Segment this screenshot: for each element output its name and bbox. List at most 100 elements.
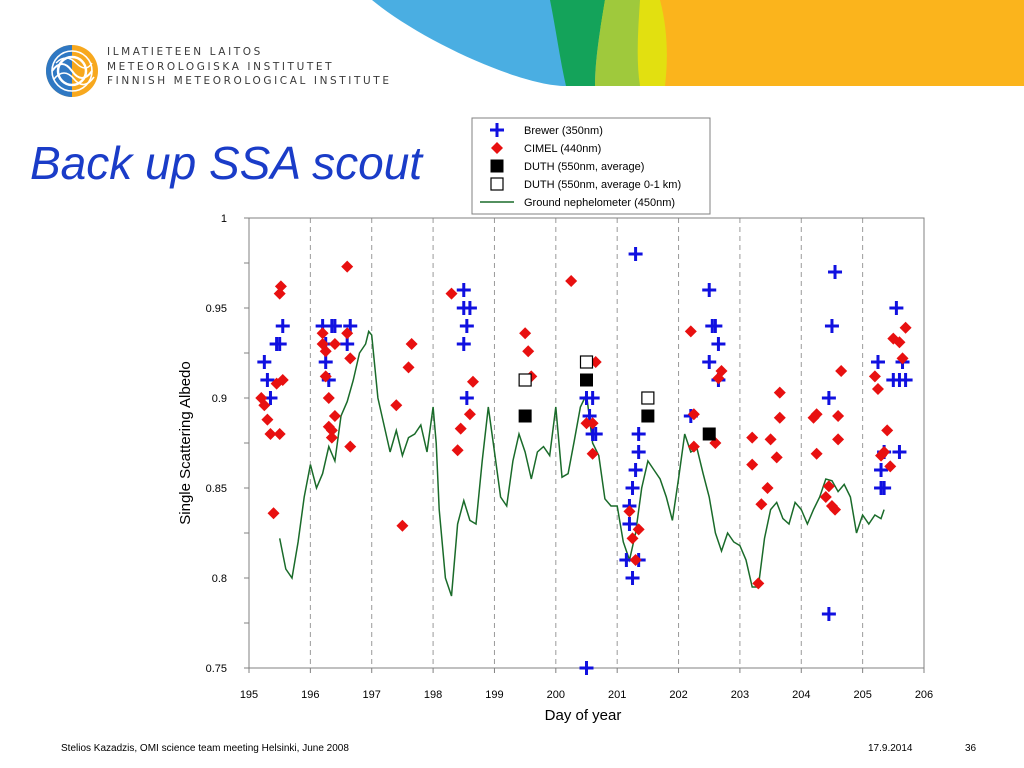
cimel-diamond-point bbox=[445, 287, 458, 300]
cimel-diamond-point bbox=[390, 399, 403, 412]
cimel-diamond-point bbox=[341, 260, 354, 273]
x-tick-label: 202 bbox=[669, 689, 687, 701]
legend-label: DUTH (550nm, average 0-1 km) bbox=[524, 179, 681, 191]
cimel-diamond-point bbox=[687, 408, 700, 421]
brewer-plus-point bbox=[892, 445, 907, 459]
cimel-diamond-point bbox=[810, 447, 823, 460]
institute-logo-icon bbox=[46, 45, 98, 97]
y-tick-label: 0.85 bbox=[206, 483, 227, 495]
cimel-diamond-point bbox=[451, 444, 464, 457]
cimel-diamond-point bbox=[896, 352, 909, 365]
cimel-diamond-point bbox=[819, 491, 832, 503]
cimel-diamond-point bbox=[761, 482, 774, 494]
legend-label: DUTH (550nm, average) bbox=[524, 161, 644, 173]
cimel-diamond-point bbox=[325, 424, 338, 437]
brewer-plus-point bbox=[579, 661, 594, 675]
legend-symbol bbox=[491, 142, 503, 154]
brewer-plus-point bbox=[625, 571, 640, 585]
cimel-diamond-point bbox=[835, 365, 848, 377]
duth-square-point bbox=[702, 427, 716, 441]
duth-open-square-point bbox=[641, 391, 655, 405]
legend-label: CIMEL (440nm) bbox=[524, 143, 601, 155]
marker-layer bbox=[255, 247, 913, 675]
footer-credit: Stelios Kazadzis, OMI science team meeti… bbox=[61, 743, 349, 754]
cimel-diamond-point bbox=[687, 440, 700, 453]
legend-symbol bbox=[490, 177, 504, 191]
cimel-diamond-point bbox=[273, 428, 286, 440]
x-tick-label: 201 bbox=[608, 689, 626, 701]
page-number: 36 bbox=[965, 743, 977, 754]
cimel-diamond-point bbox=[829, 503, 842, 516]
cimel-diamond-point bbox=[586, 447, 599, 460]
brewer-plus-point bbox=[877, 481, 892, 495]
legend-symbol bbox=[490, 123, 504, 137]
brewer-plus-point bbox=[821, 607, 836, 621]
brewer-plus-point bbox=[702, 355, 717, 369]
cimel-diamond-point bbox=[832, 410, 845, 422]
brewer-plus-point bbox=[631, 445, 646, 459]
legend-symbol bbox=[490, 159, 504, 173]
cimel-diamond-point bbox=[396, 519, 409, 532]
cimel-diamond-point bbox=[466, 375, 479, 388]
brewer-plus-point bbox=[462, 301, 477, 315]
cimel-diamond-point bbox=[405, 338, 418, 350]
cimel-diamond-point bbox=[770, 451, 783, 464]
cimel-diamond-point bbox=[267, 507, 280, 520]
legend-entries: Brewer (350nm) CIMEL (440nm) DUTH (550nm, … bbox=[480, 123, 681, 209]
cimel-diamond-point bbox=[755, 498, 768, 511]
duth-square-point bbox=[518, 409, 532, 423]
brewer-plus-point bbox=[889, 301, 904, 315]
y-axis-title: Single Scattering Albedo bbox=[177, 361, 194, 524]
header-banner bbox=[372, 0, 1024, 86]
brewer-plus-point bbox=[318, 355, 333, 369]
cimel-diamond-point bbox=[264, 428, 277, 440]
x-tick-label: 198 bbox=[424, 689, 442, 701]
nephelometer-series-line bbox=[278, 329, 885, 597]
y-tick-label: 0.9 bbox=[212, 393, 227, 405]
cimel-diamond-point bbox=[341, 327, 354, 340]
cimel-diamond-point bbox=[684, 325, 697, 338]
cimel-diamond-point bbox=[868, 370, 881, 383]
cimel-diamond-point bbox=[580, 417, 593, 430]
brewer-plus-point bbox=[625, 481, 640, 495]
brewer-plus-point bbox=[711, 337, 726, 351]
cimel-diamond-point bbox=[522, 345, 535, 358]
x-tick-label: 195 bbox=[240, 689, 258, 701]
cimel-diamond-point bbox=[746, 458, 759, 471]
brewer-plus-point bbox=[631, 427, 646, 441]
y-tick-label: 0.8 bbox=[212, 573, 227, 585]
duth-square-point bbox=[641, 409, 655, 423]
brewer-plus-point bbox=[874, 463, 889, 477]
brewer-plus-point bbox=[828, 265, 843, 279]
cimel-diamond-point bbox=[626, 532, 639, 545]
cimel-diamond-point bbox=[344, 440, 357, 453]
duth-square-point bbox=[580, 373, 593, 387]
cimel-diamond-point bbox=[899, 321, 912, 334]
brewer-plus-point bbox=[628, 247, 643, 261]
brewer-plus-point bbox=[340, 337, 355, 351]
cimel-diamond-point bbox=[752, 577, 765, 590]
cimel-diamond-point bbox=[586, 417, 599, 430]
cimel-diamond-point bbox=[319, 370, 332, 383]
brewer-plus-point bbox=[821, 391, 836, 405]
slide-title: Back up SSA scout bbox=[30, 137, 423, 189]
cimel-diamond-point bbox=[258, 399, 271, 412]
cimel-diamond-point bbox=[325, 431, 338, 444]
brewer-plus-point bbox=[702, 283, 717, 297]
cimel-diamond-point bbox=[319, 345, 332, 358]
org-name-line: METEOROLOGISKA INSTITUTET bbox=[107, 60, 335, 73]
x-tick-label: 200 bbox=[547, 689, 565, 701]
brewer-plus-point bbox=[622, 517, 637, 531]
x-axis-title: Day of year bbox=[545, 707, 622, 724]
cimel-diamond-point bbox=[276, 374, 289, 386]
banner-green-wave bbox=[550, 0, 605, 86]
cimel-diamond-point bbox=[274, 280, 287, 293]
brewer-plus-point bbox=[898, 373, 913, 387]
brewer-plus-point bbox=[628, 463, 643, 477]
brewer-plus-point bbox=[456, 283, 471, 297]
axes-layer: 195 196 197 198 199 200 201 202 203 204 205 206 0.75… bbox=[206, 213, 934, 701]
cimel-diamond-point bbox=[402, 361, 415, 374]
line-layer bbox=[278, 329, 885, 597]
cimel-diamond-point bbox=[878, 446, 891, 458]
